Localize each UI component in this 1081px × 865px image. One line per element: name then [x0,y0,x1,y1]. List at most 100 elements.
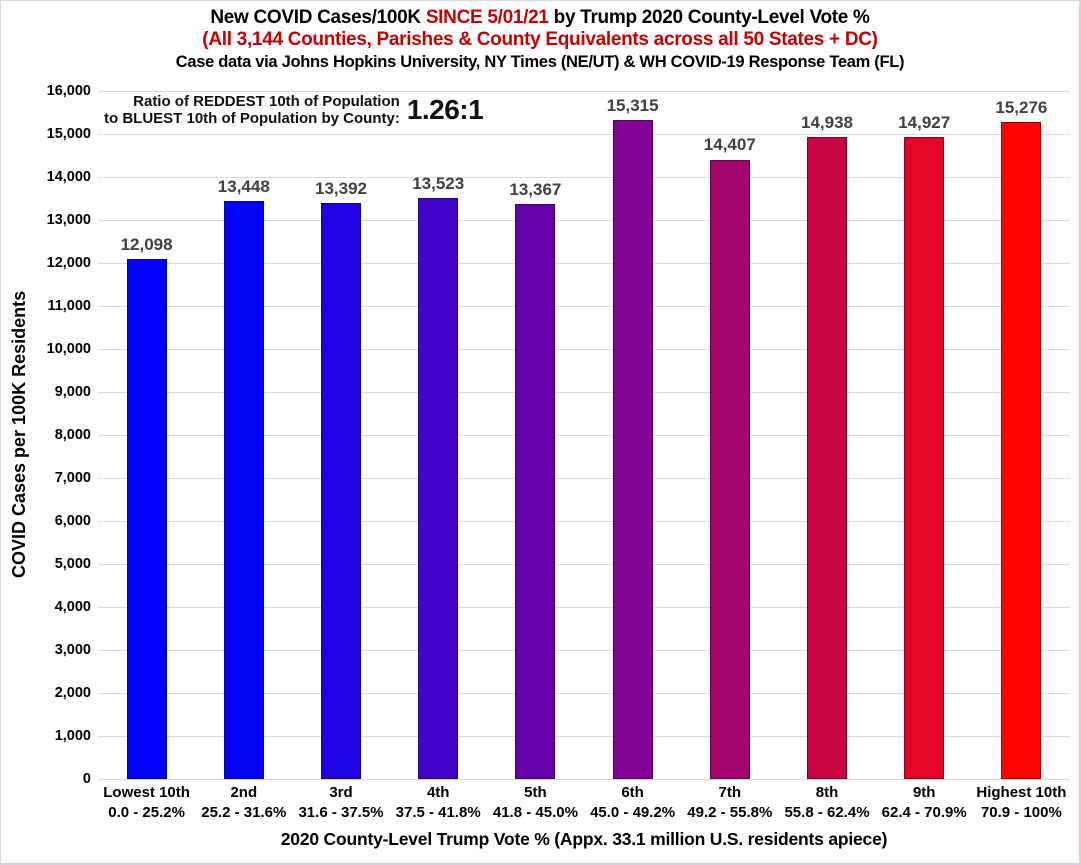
bar-value-label: 12,098 [120,234,173,254]
title-highlight: SINCE 5/01/21 [425,7,549,28]
ratio-annotation: Ratio of REDDEST 10th of Population to B… [104,93,484,128]
gridline [98,778,1070,780]
bar-value-label: 13,448 [217,176,270,196]
bar-4th [418,197,459,779]
gridline [98,735,1070,737]
gridline [98,133,1070,135]
x-axis-tick-labels: Lowest 10th 0.0 - 25.2% 2nd 25.2 - 31.6% 3rd… [98,783,1070,825]
bar-7th [709,159,750,779]
x-tick-range: 37.5 - 41.8% [395,804,481,822]
bar-value-label: 15,276 [995,98,1048,118]
x-tick-range: 31.6 - 37.5% [298,804,384,822]
x-tick-category: 3rd [329,784,353,801]
x-tick-range: 55.8 - 62.4% [784,804,870,822]
y-tick-label: 10,000 [46,341,91,357]
x-tick-category: 2nd [230,784,258,801]
gridline [98,176,1070,178]
gridline [98,606,1070,608]
y-tick-label: 2,000 [54,685,91,701]
bar-value-label: 13,392 [315,179,367,199]
chart-subtitle: (All 3,144 Counties, Parishes & County E… [202,29,878,51]
plot-area: 12,098 13,448 13,392 13,523 13,367 15,315 14,4… [98,90,1070,780]
x-tick-range: 45.0 - 49.2% [590,804,676,822]
x-tick-category: Highest 10th [976,784,1067,801]
y-tick-label: 3,000 [54,642,91,658]
ratio-annotation-text: Ratio of REDDEST 10th of Population to B… [104,93,400,128]
bar-6th [612,120,653,779]
y-tick-label: 14,000 [46,169,91,185]
y-tick-label: 0 [82,771,91,787]
x-tick-label: Highest 10th 70.9 - 100% [976,783,1066,824]
y-tick-label: 15,000 [46,126,91,142]
x-tick-range: 25.2 - 31.6% [201,804,287,822]
bar-value-label: 14,938 [801,112,853,132]
bar-9th [904,137,945,779]
y-tick-label: 6,000 [54,513,91,529]
y-tick-label: 13,000 [46,212,91,228]
y-tick-label: 16,000 [46,83,91,99]
gridline [98,477,1070,479]
y-tick-label: 11,000 [47,298,91,314]
x-tick-label: 4th 37.5 - 41.8% [396,783,481,824]
bar-value-label: 14,927 [898,113,951,133]
x-tick-range: 70.9 - 100% [980,804,1062,822]
title-post: by Trump 2020 County-Level Vote % [548,7,870,28]
x-tick-category: Lowest 10th [103,784,190,801]
x-tick-range: 41.8 - 45.0% [492,804,578,822]
y-tick-label: 12,000 [46,255,91,271]
x-tick-label: 5th 41.8 - 45.0% [493,783,578,824]
bar-value-label: 13,367 [509,180,562,200]
chart-title: New COVID Cases/100K SINCE 5/01/21 by Tr… [1,7,1079,29]
ratio-line2: to BLUEST 10th of Population by County: [104,110,400,128]
y-tick-label: 7,000 [54,470,91,486]
bar-8th [807,136,847,779]
x-tick-category: 6th [621,784,644,801]
gridline [98,391,1070,393]
x-tick-label: 7th 49.2 - 55.8% [687,783,772,824]
bar-value-label: 15,315 [606,96,659,116]
x-tick-label: Lowest 10th 0.0 - 25.2% [103,783,190,824]
gridline [98,305,1070,307]
gridline [98,649,1070,651]
title-pre: New COVID Cases/100K [210,7,426,28]
y-tick-label: 8,000 [54,427,91,443]
x-tick-range: 49.2 - 55.8% [687,804,773,822]
y-tick-label: 1,000 [54,728,91,744]
y-axis-tick-labels: 0 1,000 2,000 3,000 4,000 5,000 6,000 7,000 8,00… [1,83,91,787]
y-tick-label: 9,000 [54,384,91,400]
x-tick-label: 6th 45.0 - 49.2% [590,783,675,824]
x-tick-label: 3rd 31.6 - 37.5% [298,783,383,824]
ratio-line1: Ratio of REDDEST 10th of Population [133,93,400,110]
bar-3rd [321,203,361,779]
bar-lowest-10th [126,258,167,779]
x-tick-label: 8th 55.8 - 62.4% [784,783,869,824]
gridline [98,219,1070,221]
chart-source-line: Case data via Johns Hopkins University, … [175,52,905,71]
x-tick-category: 5th [524,784,547,801]
x-axis-title: 2020 County-Level Trump Vote % (Appx. 33… [280,829,888,849]
gridline [98,348,1070,350]
x-tick-range: 0.0 - 25.2% [108,804,185,822]
bar-value-label: 14,407 [703,135,756,155]
x-tick-category: 7th [718,784,742,801]
x-tick-label: 9th 62.4 - 70.9% [882,783,967,824]
chart-title-block: New COVID Cases/100K SINCE 5/01/21 by Tr… [1,7,1079,72]
bar-2nd [223,200,264,779]
y-tick-label: 4,000 [54,599,91,615]
bar-value-label: 13,523 [412,173,465,193]
bar-5th [515,204,556,779]
x-tick-category: 8th [815,784,839,801]
x-tick-range: 62.4 - 70.9% [881,804,967,822]
x-tick-label: 2nd 25.2 - 31.6% [201,783,286,824]
gridline [98,262,1070,264]
gridline [98,434,1070,436]
x-tick-category: 4th [426,784,450,801]
gridline [98,563,1070,565]
gridline [98,90,1070,92]
y-tick-label: 5,000 [54,556,91,572]
gridline [98,520,1070,522]
ratio-value: 1.26:1 [406,94,484,126]
gridline [98,692,1070,694]
x-tick-category: 9th [912,784,936,801]
